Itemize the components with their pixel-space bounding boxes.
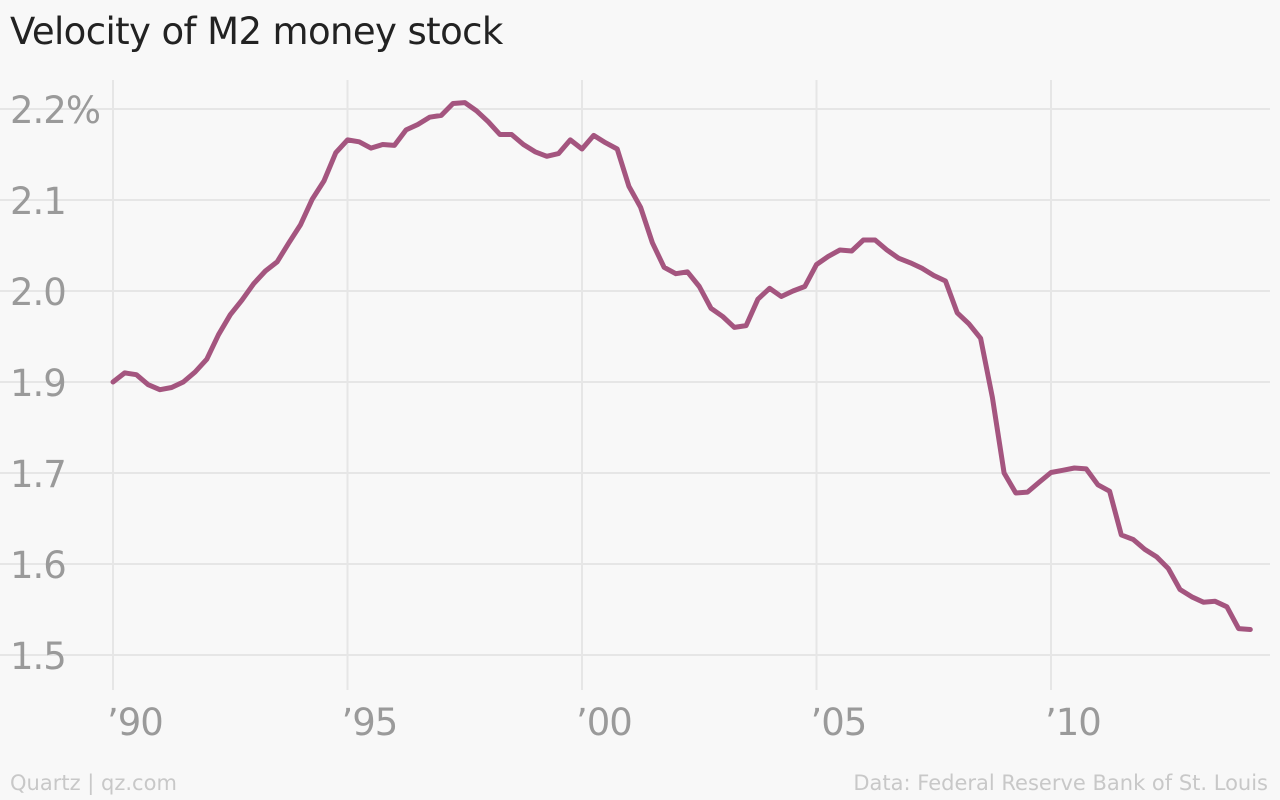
data-source: Data: Federal Reserve Bank of St. Louis [853, 771, 1268, 795]
x-tick-label: ’95 [342, 701, 398, 744]
x-tick-label: ’90 [107, 701, 163, 744]
y-tick-label: 1.9 [10, 362, 66, 405]
y-tick-label: 1.6 [10, 544, 66, 587]
y-tick-label: 2.0 [10, 271, 66, 314]
y-tick-label: 2.1 [10, 180, 66, 223]
y-tick-label: 1.5 [10, 635, 66, 678]
chart-title: Velocity of M2 money stock [10, 10, 503, 53]
x-tick-label: ’05 [811, 701, 867, 744]
x-tick-label: ’00 [576, 701, 632, 744]
y-tick-label: 1.7 [10, 453, 66, 496]
source-credit: Quartz | qz.com [10, 771, 177, 795]
y-tick-label: 2.2% [10, 89, 100, 132]
series-line [110, 100, 1253, 632]
x-tick-label: ’10 [1045, 701, 1101, 744]
